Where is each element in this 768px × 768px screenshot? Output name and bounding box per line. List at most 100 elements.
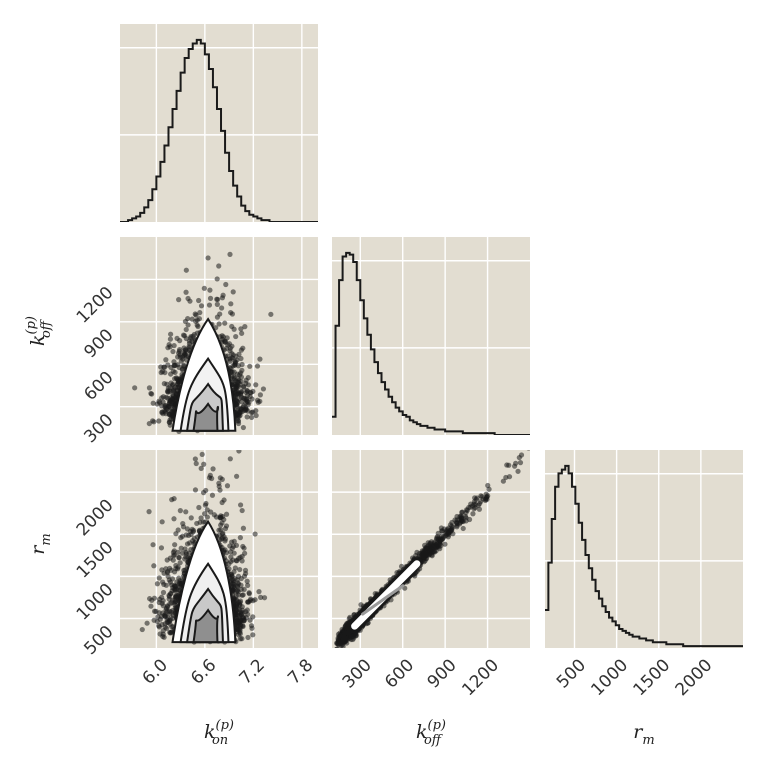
sample-point — [232, 362, 237, 367]
sample-point — [193, 311, 198, 316]
sample-point — [151, 401, 156, 406]
sample-point — [200, 452, 205, 457]
sample-point — [178, 508, 183, 513]
sample-point — [151, 563, 156, 568]
sample-point — [187, 540, 192, 545]
sample-point — [157, 624, 162, 629]
sample-point — [167, 566, 172, 571]
sample-point — [162, 365, 167, 370]
sample-point — [189, 515, 194, 520]
panel-background — [120, 24, 318, 222]
sample-point — [177, 349, 182, 354]
sample-point — [207, 288, 212, 293]
sample-point — [240, 544, 245, 549]
sample-point — [238, 555, 243, 560]
sample-point — [216, 481, 221, 486]
sample-point — [176, 527, 181, 532]
sample-point — [184, 327, 189, 332]
sample-point — [218, 475, 223, 480]
sample-point — [247, 364, 252, 369]
sample-point — [215, 315, 220, 320]
sample-point — [160, 519, 165, 524]
sample-point — [241, 425, 246, 430]
panel-r1-c1 — [332, 237, 530, 435]
sample-point — [140, 627, 145, 632]
sample-point — [175, 385, 180, 390]
panel-background — [332, 237, 530, 435]
sample-point — [224, 346, 229, 351]
sample-point — [257, 357, 262, 362]
sample-point — [202, 286, 207, 291]
sample-point — [152, 596, 157, 601]
panel-r2-c2 — [545, 450, 744, 648]
sample-point — [148, 604, 153, 609]
sample-point — [157, 597, 162, 602]
sample-point — [228, 301, 233, 306]
sample-point — [233, 334, 238, 339]
sample-point — [215, 276, 220, 281]
sample-point — [184, 268, 189, 273]
sample-point — [255, 398, 260, 403]
sample-point — [238, 535, 243, 540]
sample-point — [218, 522, 223, 527]
sample-point — [163, 625, 168, 630]
sample-point — [238, 502, 243, 507]
sample-point — [228, 456, 233, 461]
sample-point — [241, 526, 246, 531]
sample-point — [246, 382, 251, 387]
sample-point — [258, 392, 263, 397]
sample-point — [245, 635, 250, 640]
sample-point — [236, 352, 241, 357]
sample-point — [234, 357, 239, 362]
sample-point — [173, 363, 178, 368]
sample-point — [198, 515, 203, 520]
sample-point — [215, 302, 220, 307]
sample-point — [250, 410, 255, 415]
sample-point — [216, 263, 221, 268]
sample-point — [207, 302, 212, 307]
sample-point — [247, 591, 252, 596]
sample-point — [144, 621, 149, 626]
sample-point — [244, 388, 249, 393]
sample-point — [208, 473, 213, 478]
sample-point — [231, 289, 236, 294]
sample-point — [197, 310, 202, 315]
sample-point — [216, 528, 221, 533]
sample-point — [227, 252, 232, 257]
sample-point — [268, 312, 273, 317]
sample-point — [238, 382, 243, 387]
sample-point — [201, 462, 206, 467]
sample-point — [194, 461, 199, 466]
sample-point — [234, 474, 239, 479]
sample-point — [132, 385, 137, 390]
sample-point — [168, 337, 173, 342]
sample-point — [168, 423, 173, 428]
sample-point — [168, 371, 173, 376]
sample-point — [253, 382, 258, 387]
sample-point — [221, 293, 226, 298]
sample-point — [239, 331, 244, 336]
sample-point — [195, 323, 200, 328]
sample-point — [249, 626, 254, 631]
sample-point — [262, 595, 267, 600]
sample-point — [164, 407, 169, 412]
sample-point — [223, 526, 228, 531]
sample-point — [250, 614, 255, 619]
sample-point — [155, 614, 160, 619]
sample-point — [242, 324, 247, 329]
sample-point — [221, 497, 226, 502]
sample-point — [159, 545, 164, 550]
sample-point — [231, 569, 236, 574]
sample-point — [236, 419, 241, 424]
sample-point — [234, 543, 239, 548]
sample-point — [150, 418, 155, 423]
sample-point — [239, 636, 244, 641]
sample-point — [159, 403, 164, 408]
sample-point — [196, 505, 201, 510]
sample-point — [147, 596, 152, 601]
sample-point — [174, 336, 179, 341]
sample-point — [215, 297, 220, 302]
sample-point — [146, 509, 151, 514]
sample-point — [150, 542, 155, 547]
